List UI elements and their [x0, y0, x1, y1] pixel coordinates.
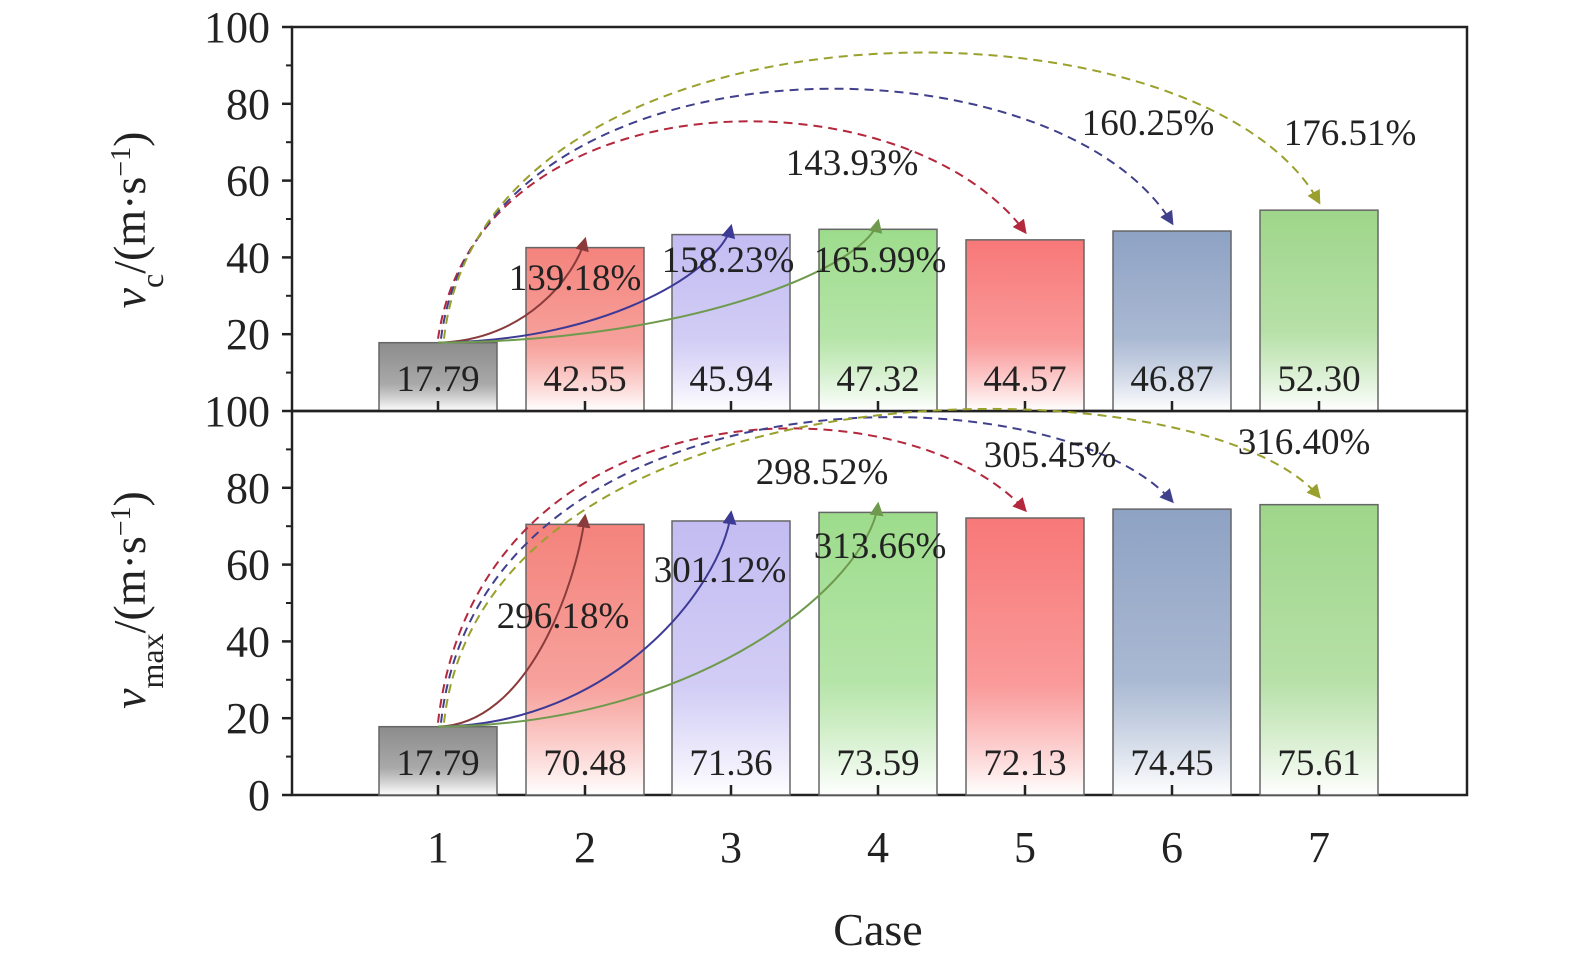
- bottom-bar-case-3: [671, 520, 791, 796]
- bottom-bar-case-4: [818, 511, 938, 796]
- top-panel: 17.79 42.55 45.94 47.32 44.57 46.87 52.30 139.…: [104, 3, 1469, 413]
- bottom-bar-value-label: 75.61: [1277, 743, 1360, 784]
- bottom-increase-arrow-case-6: [440, 416, 1174, 723]
- bottom-y-axis-title: vmax/(m·s−1): [104, 491, 170, 709]
- bottom-bar-value-label: 72.13: [983, 743, 1066, 784]
- bottom-increase-arrow-case-7: [443, 407, 1321, 723]
- top-bar-value-label: 45.94: [689, 359, 772, 400]
- bottom-bar-case-5: [965, 517, 1085, 796]
- bottom-increase-arrow-case-4: [437, 501, 884, 728]
- top-bar-case-6: [1112, 230, 1232, 412]
- bottom-y-tick-label: 20: [226, 694, 270, 743]
- top-increase-arrow-case-2: [437, 236, 589, 344]
- top-increase-arrow-case-3: [437, 223, 736, 344]
- bottom-increase-arrow-case-5: [437, 427, 1027, 723]
- bottom-increase-label: 296.18%: [497, 596, 630, 637]
- bottom-bar-case-1: [378, 725, 498, 796]
- bottom-increase-label: 305.45%: [984, 435, 1117, 476]
- bottom-y-tick-label: 40: [226, 617, 270, 666]
- bottom-bar-value-label: 17.79: [396, 743, 479, 784]
- top-increase-label: 139.18%: [509, 258, 642, 299]
- x-category-label: 2: [574, 823, 596, 872]
- x-category-label: 7: [1308, 823, 1330, 872]
- bottom-bar-value-label: 73.59: [836, 743, 919, 784]
- top-bar-case-7: [1259, 209, 1379, 412]
- bottom-bar-value-label: 71.36: [689, 743, 772, 784]
- top-y-tick-label: 80: [226, 80, 270, 129]
- bottom-increase-label: 301.12%: [654, 550, 787, 591]
- top-bar-value-label: 46.87: [1130, 359, 1213, 400]
- top-bar-case-2: [525, 246, 645, 412]
- bottom-y-tick-label: 60: [226, 541, 270, 590]
- top-y-tick-label: 20: [226, 310, 270, 359]
- x-category-label: 1: [427, 823, 449, 872]
- top-bar-value-label: 42.55: [543, 359, 626, 400]
- top-y-tick-label: 60: [226, 157, 270, 206]
- top-increase-arrow-case-4: [437, 218, 883, 344]
- top-bar-value-label: 17.79: [396, 359, 479, 400]
- top-increase-label: 158.23%: [662, 240, 795, 281]
- top-increase-label: 165.99%: [814, 240, 947, 281]
- top-y-tick-label: 40: [226, 233, 270, 282]
- top-bar-value-label: 44.57: [983, 359, 1066, 400]
- bottom-increase-label: 298.52%: [756, 452, 889, 493]
- bottom-increase-label: 313.66%: [814, 526, 947, 567]
- bottom-bar-case-2: [525, 523, 645, 796]
- top-increase-label: 143.93%: [786, 143, 919, 184]
- x-category-label: 3: [720, 823, 742, 872]
- top-increase-label: 176.51%: [1284, 113, 1417, 154]
- top-bar-value-label: 47.32: [836, 359, 919, 400]
- bottom-increase-arrow-case-3: [437, 510, 737, 728]
- top-bar-value-label: 52.30: [1277, 359, 1360, 400]
- x-category-label: 4: [867, 823, 889, 872]
- top-y-tick-label: 100: [204, 3, 270, 52]
- bottom-bar-value-label: 70.48: [543, 743, 626, 784]
- top-y-axis-title: vc/(m·s−1): [104, 132, 170, 309]
- x-axis-title: Case: [833, 904, 922, 955]
- bottom-y-tick-label: 0: [248, 771, 270, 820]
- bottom-y-tick-label: 80: [226, 464, 270, 513]
- top-increase-arrow-case-6: [440, 87, 1174, 339]
- top-increase-label: 160.25%: [1082, 103, 1215, 144]
- bottom-increase-label: 316.40%: [1238, 422, 1371, 463]
- x-category-label: 5: [1014, 823, 1036, 872]
- bottom-panel: 17.79 70.48 71.36 73.59 72.13 74.45 75.61 296.…: [104, 387, 1469, 820]
- bottom-bar-case-6: [1112, 508, 1232, 796]
- x-category-label: 6: [1161, 823, 1183, 872]
- bottom-bar-case-7: [1259, 503, 1379, 796]
- bottom-y-tick-label: 100: [204, 387, 270, 436]
- bottom-bar-value-label: 74.45: [1130, 743, 1213, 784]
- bottom-increase-arrow-case-2: [437, 513, 591, 728]
